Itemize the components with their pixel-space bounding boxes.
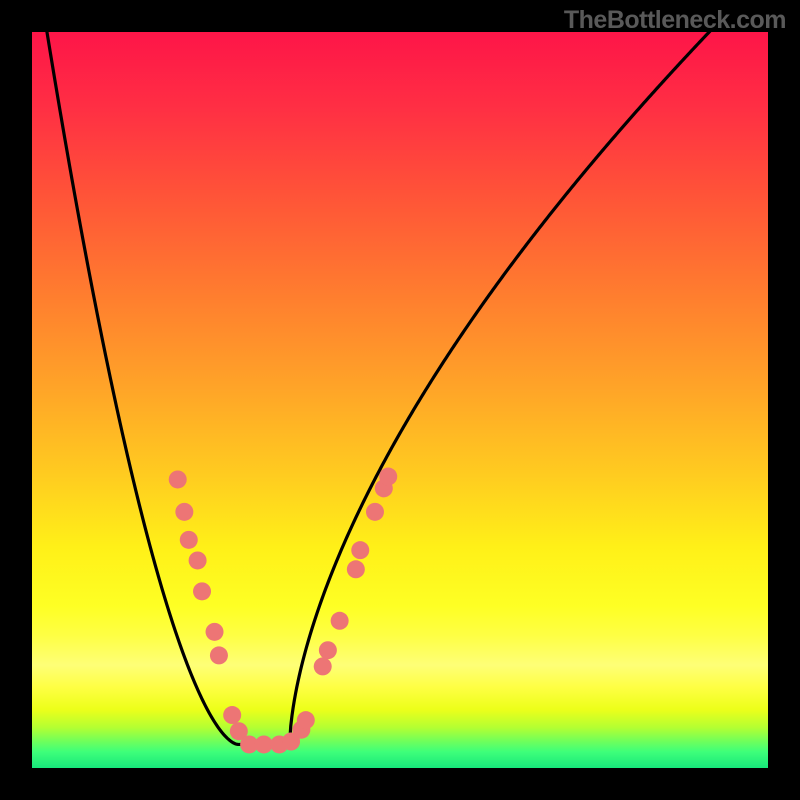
plot-area [32, 32, 768, 768]
watermark-text: TheBottleneck.com [564, 6, 786, 35]
data-point [347, 560, 365, 578]
data-point [351, 541, 369, 559]
data-point [314, 657, 332, 675]
data-point [180, 531, 198, 549]
data-point [331, 612, 349, 630]
data-point [189, 551, 207, 569]
data-point [255, 735, 273, 753]
data-point [319, 641, 337, 659]
data-point [223, 706, 241, 724]
gradient-background [32, 32, 768, 768]
data-point [366, 503, 384, 521]
data-point [297, 711, 315, 729]
data-point [175, 503, 193, 521]
data-point [169, 470, 187, 488]
chart-frame: TheBottleneck.com [0, 0, 800, 800]
data-point [206, 623, 224, 641]
data-point [193, 582, 211, 600]
bottleneck-chart [32, 32, 768, 768]
data-point [379, 468, 397, 486]
data-point [210, 646, 228, 664]
